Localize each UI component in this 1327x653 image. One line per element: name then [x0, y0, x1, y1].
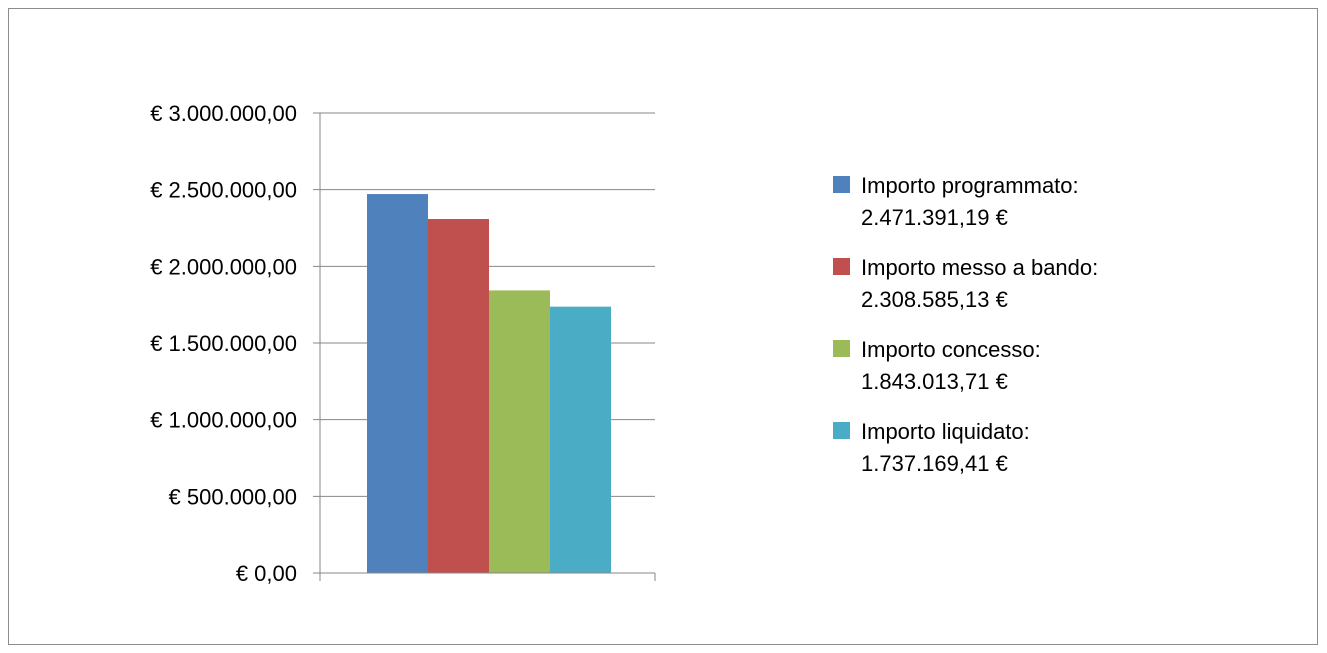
- bar-3: [489, 290, 550, 573]
- legend-label: Importo concesso:: [861, 337, 1041, 362]
- bar-2: [428, 219, 489, 573]
- y-tick-label: € 1.500.000,00: [150, 331, 297, 356]
- legend-value: 2.471.391,19 €: [861, 205, 1008, 230]
- bar-1: [367, 194, 428, 573]
- legend-item-messo-a-bando: Importo messo a bando: 2.308.585,13 €: [833, 252, 1253, 316]
- y-tick-label: € 2.500.000,00: [150, 178, 297, 203]
- bar-4: [550, 306, 611, 573]
- chart-frame: [8, 8, 1318, 645]
- legend-item-liquidato: Importo liquidato: 1.737.169,41 €: [833, 416, 1253, 480]
- y-tick-label: € 2.000.000,00: [150, 254, 297, 279]
- legend-value: 1.843.013,71 €: [861, 369, 1008, 394]
- legend-value: 2.308.585,13 €: [861, 287, 1008, 312]
- y-tick-label: € 3.000.000,00: [150, 101, 297, 126]
- legend-item-programmato: Importo programmato: 2.471.391,19 €: [833, 170, 1253, 234]
- y-axis-tick-labels: € 0,00 € 500.000,00 € 1.000.000,00 € 1.500.…: [150, 101, 297, 586]
- y-tick-label: € 500.000,00: [169, 484, 297, 509]
- legend-swatch: [833, 176, 850, 193]
- legend-swatch: [833, 340, 850, 357]
- legend-label: Importo liquidato:: [861, 419, 1030, 444]
- y-tick-label: € 0,00: [236, 561, 297, 586]
- legend-label: Importo messo a bando:: [861, 255, 1099, 280]
- bars: [367, 194, 611, 573]
- legend: Importo programmato: 2.471.391,19 € Impo…: [833, 170, 1253, 498]
- legend-label: Importo programmato:: [861, 173, 1079, 198]
- y-tick-label: € 1.000.000,00: [150, 408, 297, 433]
- legend-swatch: [833, 422, 850, 439]
- axes: [313, 113, 656, 581]
- legend-value: 1.737.169,41 €: [861, 451, 1008, 476]
- legend-swatch: [833, 258, 850, 275]
- legend-item-concesso: Importo concesso: 1.843.013,71 €: [833, 334, 1253, 398]
